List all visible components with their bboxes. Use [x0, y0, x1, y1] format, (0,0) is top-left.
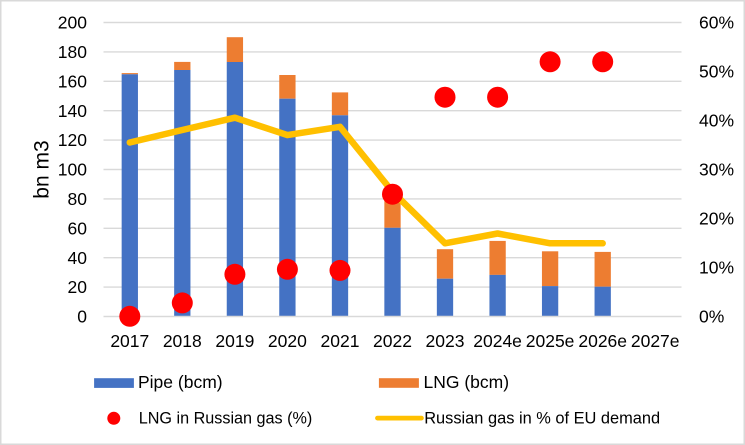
svg-text:50%: 50%	[699, 62, 734, 82]
svg-text:0%: 0%	[699, 307, 724, 327]
svg-text:40: 40	[68, 248, 88, 268]
svg-text:160: 160	[58, 71, 87, 91]
svg-text:200: 200	[58, 13, 87, 33]
svg-text:2026e: 2026e	[578, 331, 627, 351]
svg-text:180: 180	[58, 42, 87, 62]
svg-text:20: 20	[68, 277, 88, 297]
svg-text:Pipe (bcm): Pipe (bcm)	[138, 372, 223, 392]
svg-text:40%: 40%	[699, 111, 734, 131]
svg-text:60: 60	[68, 218, 88, 238]
svg-text:bn m3: bn m3	[30, 140, 53, 198]
svg-text:2020: 2020	[268, 331, 307, 351]
svg-text:2023: 2023	[426, 331, 465, 351]
svg-text:10%: 10%	[699, 258, 734, 278]
svg-text:2022: 2022	[373, 331, 412, 351]
svg-text:140: 140	[58, 101, 87, 121]
svg-text:20%: 20%	[699, 209, 734, 229]
svg-text:LNG (bcm): LNG (bcm)	[424, 372, 510, 392]
svg-text:2025e: 2025e	[526, 331, 575, 351]
svg-text:30%: 30%	[699, 160, 734, 180]
svg-text:2027e: 2027e	[631, 331, 680, 351]
svg-text:60%: 60%	[699, 13, 734, 33]
svg-text:2021: 2021	[321, 331, 360, 351]
svg-text:100: 100	[58, 160, 87, 180]
svg-text:Russian gas in % of EU demand: Russian gas in % of EU demand	[424, 409, 660, 427]
svg-text:80: 80	[68, 189, 88, 209]
svg-text:2018: 2018	[163, 331, 202, 351]
svg-text:LNG in Russian gas (%): LNG in Russian gas (%)	[139, 409, 313, 427]
svg-text:2024e: 2024e	[473, 331, 522, 351]
svg-text:2017: 2017	[110, 331, 149, 351]
svg-text:0: 0	[77, 307, 87, 327]
svg-text:120: 120	[58, 130, 87, 150]
svg-text:2019: 2019	[215, 331, 254, 351]
